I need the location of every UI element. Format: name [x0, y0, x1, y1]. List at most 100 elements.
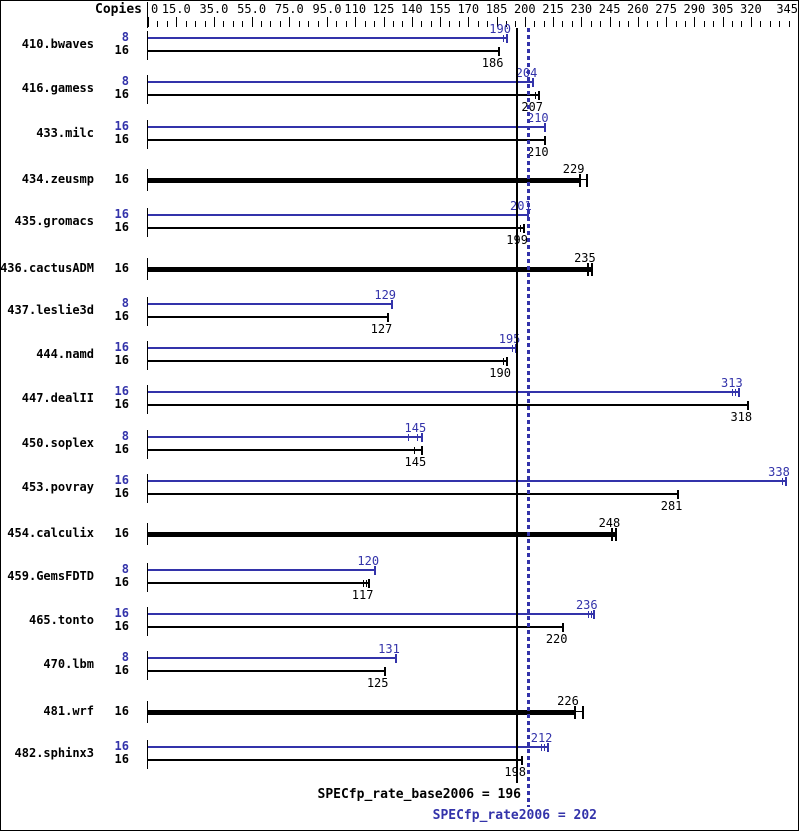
axis-tick-label: 245 [598, 2, 621, 16]
value-label-peak: 131 [378, 642, 400, 656]
axis-minor-tick [167, 21, 168, 27]
value-label-peak: 201 [510, 199, 532, 213]
axis-major-tick [468, 17, 469, 27]
copies-label: 16 [114, 119, 129, 133]
axis-minor-tick [647, 21, 648, 27]
axis-tick-label: 110 [344, 2, 367, 16]
bar-end-mark [677, 490, 679, 499]
copies-label: 16 [114, 43, 129, 57]
bar-base [148, 50, 498, 52]
bar-peak [148, 37, 506, 39]
value-label-base: 220 [545, 632, 568, 646]
benchmark-label: 453.povray [21, 480, 94, 494]
axis-minor-tick [459, 21, 460, 27]
copies-label: 16 [114, 220, 129, 234]
group-axis-stub [147, 701, 148, 723]
value-label-base: 117 [351, 588, 374, 602]
group-axis-stub [147, 651, 148, 680]
axis-major-tick [412, 17, 413, 27]
bar-end-mark [611, 528, 613, 541]
copies-label: 16 [114, 207, 129, 221]
value-label-peak: 204 [516, 66, 538, 80]
axis-major-tick [497, 17, 498, 27]
bar-end-mark [363, 580, 364, 587]
bar-end-mark [785, 477, 787, 486]
copies-label: 8 [121, 74, 129, 88]
axis-tick-label: 275 [655, 2, 677, 16]
value-label-peak: 190 [489, 22, 511, 36]
axis-minor-tick [478, 21, 479, 27]
axis-minor-tick [487, 21, 488, 27]
bar-base [148, 626, 562, 628]
axis-major-tick [148, 17, 149, 27]
bar-end-mark [544, 744, 545, 751]
axis-major-tick [384, 17, 385, 27]
bar-end-mark [582, 706, 584, 719]
group-axis-stub [147, 341, 148, 370]
copies-label: 16 [114, 575, 129, 589]
bar-end-mark [562, 623, 564, 632]
copies-label: 8 [121, 296, 129, 310]
run-mark-connector [579, 179, 588, 180]
group-axis-stub [147, 563, 148, 592]
value-label-peak: 120 [357, 554, 380, 568]
bar-base [148, 759, 521, 761]
copies-label: 16 [114, 261, 129, 275]
axis-tick-label: 155 [429, 2, 451, 16]
group-axis-stub [147, 430, 148, 459]
axis-minor-tick [685, 21, 686, 27]
group-axis-stub [147, 474, 148, 503]
axis-tick-label: 125 [372, 2, 395, 16]
run-mark-connector [574, 711, 584, 712]
bar-end-mark [506, 34, 508, 43]
axis-major-tick [252, 17, 253, 27]
copies-label: 16 [114, 663, 129, 677]
benchmark-label: 454.calculix [7, 526, 94, 540]
group-axis-stub [147, 169, 148, 191]
bar-end-mark [544, 136, 546, 145]
copies-label: 16 [114, 526, 129, 540]
axis-minor-tick [186, 21, 187, 27]
axis-tick-label: 140 [400, 2, 423, 16]
axis-minor-tick [308, 21, 309, 27]
axis-minor-tick [515, 21, 516, 27]
axis-major-tick [638, 17, 639, 27]
axis-major-tick [694, 17, 695, 27]
bar-end-mark [417, 434, 418, 441]
bar-peak [148, 436, 421, 438]
copies-label: 16 [114, 384, 129, 398]
copies-label: 16 [114, 87, 129, 101]
copies-label: 16 [114, 172, 129, 186]
axis-minor-tick [336, 21, 337, 27]
value-label-base: 145 [404, 455, 427, 469]
bar-base [148, 227, 523, 229]
benchmark-label: 433.milc [36, 126, 94, 140]
bar-end-mark [366, 580, 367, 587]
bar-end-mark [520, 225, 521, 232]
bar-end-mark [532, 78, 534, 87]
axis-tick-label: 320 [740, 2, 762, 16]
bar-peak [148, 126, 544, 128]
bar-end-mark [395, 654, 397, 663]
value-label-base: 186 [481, 56, 504, 70]
bar-end-mark [387, 313, 389, 322]
benchmark-label: 444.namd [36, 347, 94, 361]
axis-minor-tick [591, 21, 592, 27]
bar-peak [148, 480, 785, 482]
axis-minor-tick [779, 21, 780, 27]
bar-end-mark [591, 263, 593, 276]
group-axis-stub [147, 740, 148, 769]
copies-label: 8 [121, 562, 129, 576]
axis-minor-tick [449, 21, 450, 27]
value-label-peak: 210 [526, 111, 549, 125]
bar-end-mark [498, 47, 500, 56]
benchmark-label: 470.lbm [43, 657, 94, 671]
benchmark-label: 434.zeusmp [21, 172, 94, 186]
bar-end-mark [512, 345, 513, 352]
copies-label: 16 [114, 353, 129, 367]
copies-label: 16 [114, 442, 129, 456]
bar-peak [148, 214, 527, 216]
axis-minor-tick [572, 21, 573, 27]
bar-end-mark [732, 389, 733, 396]
axis-minor-tick [299, 21, 300, 27]
